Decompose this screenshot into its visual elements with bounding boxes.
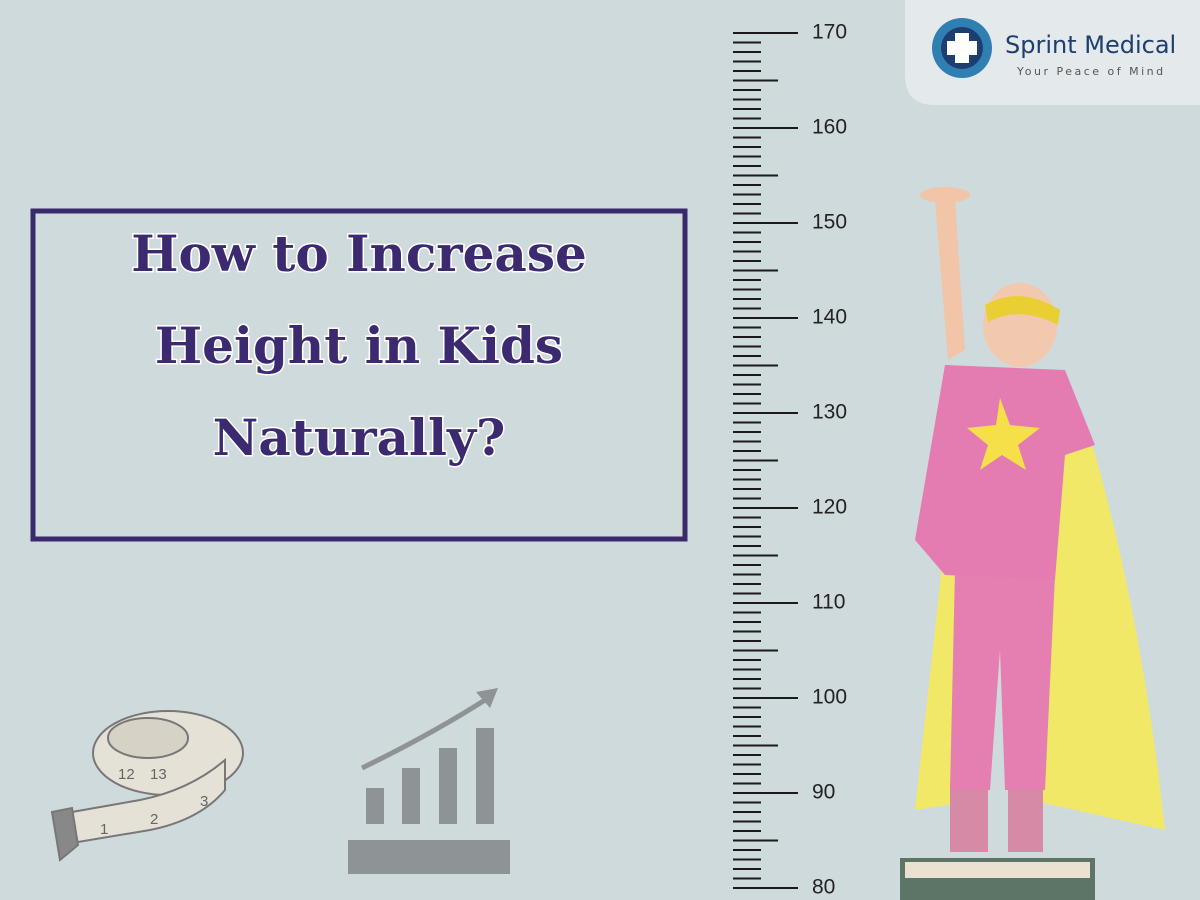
tape-label: 2 (150, 811, 158, 828)
title-box (30, 208, 688, 542)
tape-measure-icon (50, 710, 244, 862)
growth-icon (348, 688, 510, 874)
tape-label: 12 (118, 766, 135, 783)
ruler-label: 90 (812, 781, 835, 804)
ruler-label: 110 (812, 591, 845, 614)
brand-tagline: Your Peace of Mind (1016, 65, 1166, 78)
title-line: Height in Kids (155, 316, 563, 375)
tape-label: 13 (150, 766, 167, 783)
logo-icon (932, 18, 992, 78)
ruler-label: 160 (812, 116, 847, 139)
ruler-label: 130 (812, 401, 847, 424)
ruler-label: 80 (812, 876, 835, 899)
tape-label: 1 (100, 821, 108, 838)
ruler-label: 170 (812, 21, 847, 44)
brand-name: Sprint Medical (1005, 31, 1176, 59)
title-line: Naturally? (213, 408, 506, 467)
ruler-label: 150 (812, 211, 847, 234)
ruler: 170 160 150 140 130 120 110 100 90 80 (733, 21, 847, 899)
ruler-label: 120 (812, 496, 847, 519)
title-line: How to Increase (131, 224, 587, 283)
ruler-label: 140 (812, 306, 847, 329)
child-illustration (900, 187, 1165, 900)
tape-label: 3 (200, 793, 208, 810)
ruler-label: 100 (812, 686, 847, 709)
